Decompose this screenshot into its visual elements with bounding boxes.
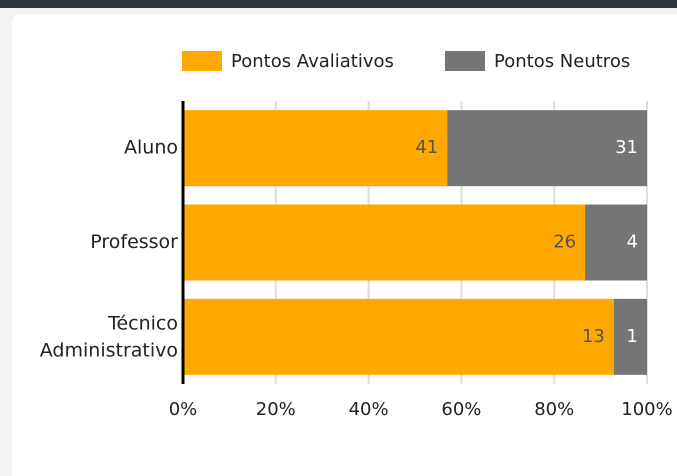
bar-segment (183, 110, 448, 187)
data-label: 4 (627, 232, 638, 253)
y-tick-label: Técnico Administrativo (40, 312, 178, 361)
legend-swatch (445, 51, 485, 71)
legend-label: Pontos Neutros (494, 51, 630, 72)
data-label: 26 (553, 232, 576, 253)
x-tick-label: 0% (169, 399, 198, 420)
x-tick-label: 100% (621, 399, 672, 420)
legend-swatch (182, 51, 222, 71)
x-tick-label: 40% (349, 399, 389, 420)
x-tick-label: 20% (256, 399, 296, 420)
bar-segment (585, 204, 647, 281)
y-tick-label: Professor (90, 231, 178, 253)
data-label: 41 (415, 137, 438, 158)
bar-segment (447, 110, 647, 187)
top-bar (0, 0, 677, 8)
x-tick-label: 60% (441, 399, 481, 420)
legend-label: Pontos Avaliativos (231, 51, 394, 72)
bar-segment (613, 298, 647, 375)
y-tick-label: Aluno (124, 137, 178, 159)
bar-segment (183, 204, 586, 281)
data-label: 31 (615, 137, 638, 158)
x-tick-label: 80% (534, 399, 574, 420)
data-label: 1 (627, 326, 638, 347)
bar-segment (183, 298, 614, 375)
data-label: 13 (582, 326, 605, 347)
